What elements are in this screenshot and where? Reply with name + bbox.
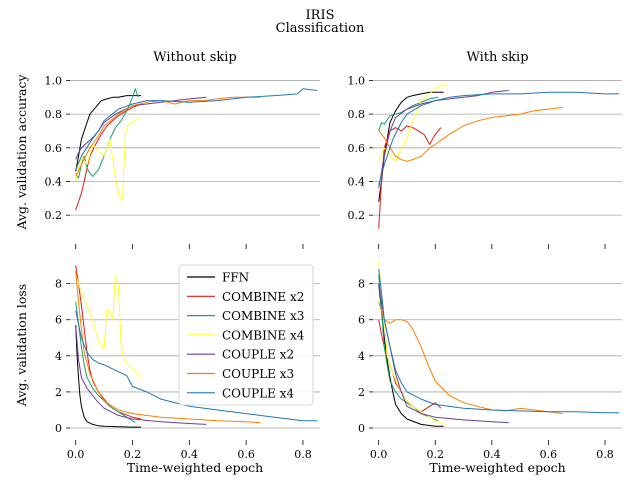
y-tick-label: 0.8 bbox=[45, 108, 63, 121]
series-line-couple-x3 bbox=[75, 96, 261, 177]
legend-entry: COMBINE x4 bbox=[222, 328, 305, 342]
legend-box bbox=[178, 264, 314, 406]
series-line-couple-x2 bbox=[378, 90, 509, 189]
legend-entry: FFN bbox=[222, 271, 249, 285]
figure-suptitle-line2: Classification bbox=[276, 21, 365, 36]
x-tick-label: 0.8 bbox=[596, 448, 614, 461]
series-line-combine-x4 bbox=[378, 83, 447, 162]
series-line-couple-x4 bbox=[75, 310, 318, 422]
y-tick-label: 6 bbox=[358, 314, 365, 327]
series-line-combine-x3 bbox=[75, 301, 136, 424]
y-tick-label: 0.2 bbox=[45, 209, 63, 222]
x-tick-label: 0.4 bbox=[181, 448, 199, 461]
x-tick-label: 0.8 bbox=[294, 448, 312, 461]
legend-entry: COUPLE x3 bbox=[222, 367, 294, 381]
y-axis-label: Avg. validation loss bbox=[14, 284, 29, 407]
y-tick-label: 0.2 bbox=[348, 209, 366, 222]
y-tick-label: 2 bbox=[55, 386, 62, 399]
subplot-4: 0 2 4 6 8 0.0 0.2 0.4 0.6 0.8 Time-weighted epoch bbox=[358, 261, 622, 475]
x-tick-label: 0.2 bbox=[124, 448, 142, 461]
y-tick-label: 4 bbox=[55, 350, 62, 363]
series-line-combine-x3 bbox=[378, 274, 439, 422]
y-tick-label: 1.0 bbox=[45, 74, 63, 87]
y-tick-label: 8 bbox=[358, 278, 365, 291]
y-tick-label: 0.6 bbox=[45, 142, 63, 155]
series-line-combine-x4 bbox=[75, 117, 142, 199]
series-line-combine-x3 bbox=[378, 96, 439, 132]
y-tick-label: 0.4 bbox=[348, 175, 366, 188]
y-tick-label: 8 bbox=[55, 278, 62, 291]
series-line-couple-x4 bbox=[378, 91, 620, 185]
y-tick-label: 0.8 bbox=[348, 108, 366, 121]
series-line-combine-x4 bbox=[75, 274, 142, 378]
subplot-title: Without skip bbox=[153, 50, 236, 65]
x-tick-label: 0.6 bbox=[237, 448, 255, 461]
y-tick-label: 0.6 bbox=[348, 142, 366, 155]
y-tick-label: 0.4 bbox=[45, 175, 63, 188]
y-tick-label: 6 bbox=[55, 314, 62, 327]
x-tick-label: 0.6 bbox=[540, 448, 558, 461]
series-line-couple-x3 bbox=[75, 270, 261, 424]
subplot-title: With skip bbox=[466, 50, 528, 65]
y-tick-label: 4 bbox=[358, 350, 365, 363]
series-line-ffn bbox=[75, 325, 141, 428]
x-tick-label: 0.2 bbox=[427, 448, 445, 461]
subplot-grid: 0.2 0.4 0.6 0.8 1.0 Without skip Avg. validati… bbox=[14, 50, 622, 475]
figure-suptitle-line1: IRIS bbox=[306, 8, 335, 23]
legend: FFN COMBINE x2 COMBINE x3 COMBINE x4 COUPLE … bbox=[178, 264, 314, 406]
series-line-ffn bbox=[75, 95, 141, 172]
legend-entry: COUPLE x4 bbox=[222, 386, 295, 400]
series-line-ffn bbox=[378, 91, 444, 202]
series-line-combine-x2 bbox=[75, 265, 142, 420]
legend-entry: COMBINE x2 bbox=[222, 290, 304, 304]
y-tick-label: 0 bbox=[55, 422, 62, 435]
x-axis-label: Time-weighted epoch bbox=[127, 460, 263, 475]
series-line-couple-x4 bbox=[75, 88, 318, 170]
legend-entry: COMBINE x3 bbox=[222, 309, 304, 323]
y-tick-label: 1.0 bbox=[348, 74, 366, 87]
subplot-3: 0 2 4 6 8 0.0 0.2 0.4 0.6 0.8 Time-weighted epoch A… bbox=[14, 264, 320, 475]
x-tick-label: 0.0 bbox=[67, 448, 85, 461]
series-line-couple-x4 bbox=[378, 269, 620, 414]
x-tick-label: 0.4 bbox=[483, 448, 501, 461]
y-axis-label: Avg. validation accuracy bbox=[14, 74, 29, 231]
y-tick-label: 0 bbox=[358, 422, 365, 435]
y-tick-label: 2 bbox=[358, 386, 365, 399]
series-line-couple-x2 bbox=[75, 325, 207, 425]
series-line-combine-x3 bbox=[75, 88, 139, 179]
series-line-couple-x3 bbox=[378, 301, 563, 415]
series-line-ffn bbox=[378, 283, 444, 427]
subplot-1: 0.2 0.4 0.6 0.8 1.0 Without skip Avg. validati… bbox=[14, 50, 320, 249]
series-line-couple-x3 bbox=[378, 106, 563, 162]
subplot-2: 0.2 0.4 0.6 0.8 1.0 With skip bbox=[348, 50, 622, 249]
x-tick-label: 0.0 bbox=[370, 448, 388, 461]
series-line-combine-x2 bbox=[75, 103, 142, 211]
series-line-couple-x2 bbox=[378, 283, 509, 424]
series-line-couple-x2 bbox=[75, 96, 207, 160]
x-axis-label: Time-weighted epoch bbox=[429, 460, 565, 475]
legend-entry: COUPLE x2 bbox=[222, 348, 294, 362]
